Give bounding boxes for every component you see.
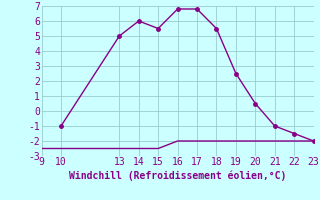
X-axis label: Windchill (Refroidissement éolien,°C): Windchill (Refroidissement éolien,°C)	[69, 170, 286, 181]
